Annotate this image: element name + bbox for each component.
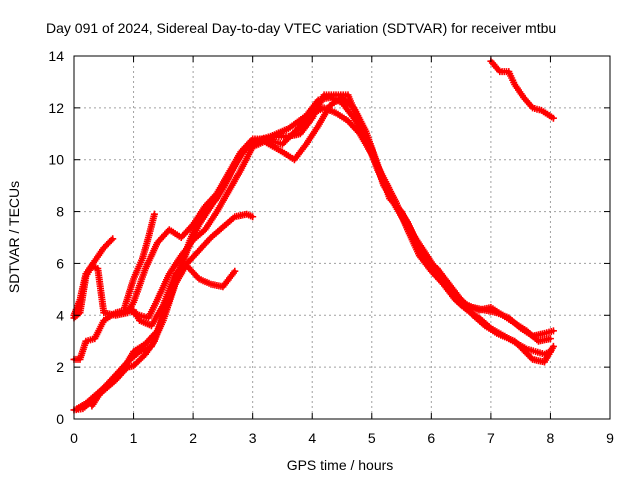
x-tick-label: 4 — [308, 430, 316, 446]
x-tick-label: 5 — [368, 430, 376, 446]
plot-frame — [73, 55, 611, 420]
y-tick-label: 6 — [56, 255, 64, 271]
y-tick-label: 2 — [56, 359, 64, 375]
x-tick-label: 1 — [130, 430, 138, 446]
y-axis-label: SDTVAR / TECUs — [6, 181, 22, 293]
data-point-marker — [249, 213, 257, 221]
data-point-marker — [549, 114, 557, 122]
y-tick-label: 0 — [56, 411, 64, 427]
satellite-track-6-markers — [121, 210, 158, 311]
data-point-marker — [231, 267, 239, 275]
x-tick-label: 3 — [249, 430, 257, 446]
x-axis-label: GPS time / hours — [287, 457, 394, 473]
axis-ticks — [73, 55, 611, 420]
data-point-marker — [549, 342, 557, 350]
satellite-track-9-markers — [487, 57, 557, 122]
satellite-track-8-markers — [88, 210, 257, 410]
satellite-track-4 — [70, 91, 554, 345]
y-tick-labels: 0 2 4 6 8 10 12 14 — [48, 48, 64, 427]
y-tick-label: 4 — [56, 307, 64, 323]
x-tick-label: 0 — [70, 430, 78, 446]
y-tick-label: 10 — [48, 152, 64, 168]
satellite-track-6 — [121, 210, 158, 311]
x-tick-label: 9 — [606, 430, 614, 446]
satellite-track-9 — [487, 57, 557, 122]
data-point-marker — [549, 327, 557, 335]
y-tick-label: 12 — [48, 100, 64, 116]
y-tick-label: 8 — [56, 204, 64, 220]
data-point-marker — [107, 236, 115, 244]
data-point-marker — [109, 235, 117, 243]
data-series — [70, 57, 557, 414]
x-tick-label: 7 — [487, 430, 495, 446]
x-tick-label: 2 — [189, 430, 197, 446]
satellite-track-5-markers — [70, 235, 117, 319]
chart-title: Day 091 of 2024, Sidereal Day-to-day VTE… — [46, 20, 556, 36]
x-tick-labels: 0 1 2 3 4 5 6 7 8 9 — [70, 430, 614, 446]
data-point-marker — [150, 210, 158, 218]
satellite-track-5 — [70, 235, 117, 319]
satellite-track-8 — [88, 210, 257, 410]
x-tick-label: 6 — [427, 430, 435, 446]
y-tick-label: 14 — [48, 48, 64, 64]
data-point-marker — [546, 335, 554, 343]
x-tick-label: 8 — [547, 430, 555, 446]
satellite-track-4-markers — [70, 91, 554, 345]
